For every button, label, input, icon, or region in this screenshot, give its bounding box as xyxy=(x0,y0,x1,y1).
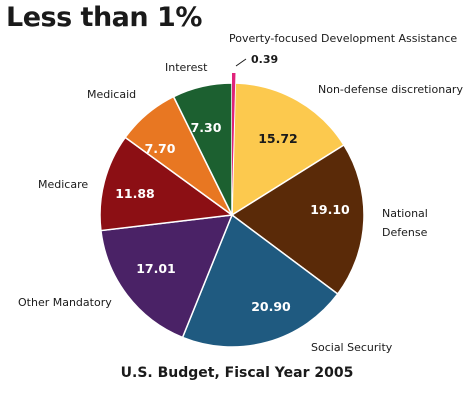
callout-line xyxy=(235,58,247,67)
value-label-medicare: 11.88 xyxy=(115,186,155,201)
slice-national-defense xyxy=(230,144,365,296)
slice-poverty-focused-development-assistance-highlight xyxy=(232,72,236,195)
value-label-other-mandatory: 17.01 xyxy=(136,261,176,276)
value-label-medicaid: 7.70 xyxy=(145,141,176,156)
slice-social-security xyxy=(181,213,339,348)
category-label-social-security: Social Security xyxy=(311,341,393,354)
value-label-national-defense: 19.10 xyxy=(310,202,350,217)
category-label-national-defense-1: National xyxy=(382,207,428,220)
category-label-non-defense-discretionary: Non-defense discretionary xyxy=(318,83,463,96)
slice-non-defense-discretionary xyxy=(231,82,345,217)
category-label-medicare: Medicare xyxy=(38,178,88,191)
value-label-social-security: 20.90 xyxy=(251,299,291,314)
slice-interest xyxy=(172,82,233,216)
chart-title: U.S. Budget, Fiscal Year 2005 xyxy=(120,365,354,381)
category-label-medicaid: Medicaid xyxy=(87,88,136,101)
slice-other-mandatory xyxy=(100,214,234,339)
category-label-poverty-focused-development-assistance: Poverty-focused Development Assistance xyxy=(229,32,457,45)
slice-medicare xyxy=(99,136,234,232)
value-label-poverty-focused-development-assistance: 0.39 xyxy=(251,53,278,66)
category-label-interest: Interest xyxy=(165,61,208,74)
value-label-non-defense-discretionary: 15.72 xyxy=(258,131,298,146)
value-label-interest: 7.30 xyxy=(191,120,222,135)
category-label-other-mandatory: Other Mandatory xyxy=(18,296,112,309)
category-label-national-defense-2: Defense xyxy=(382,226,428,239)
chart-headline: Less than 1% xyxy=(6,2,202,33)
